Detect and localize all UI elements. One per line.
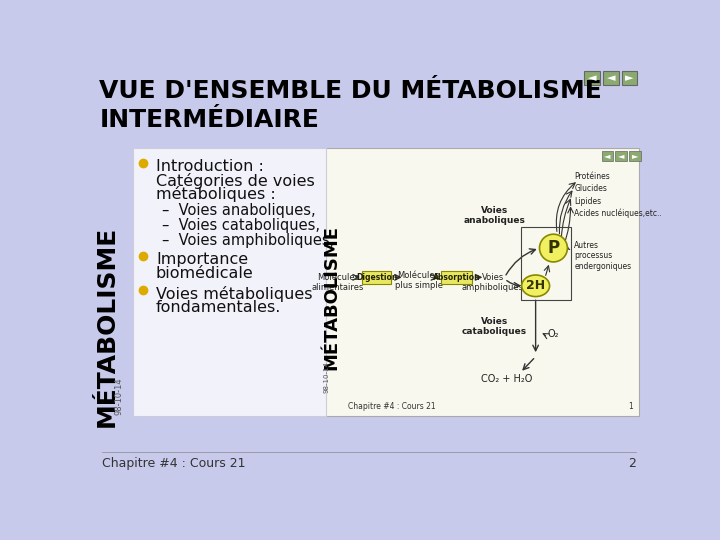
Text: Importance: Importance: [156, 252, 248, 267]
Text: 2H: 2H: [526, 279, 545, 292]
Text: Glucides: Glucides: [575, 184, 607, 193]
Text: 1: 1: [628, 402, 632, 411]
Text: Voies métaboliques: Voies métaboliques: [156, 286, 312, 302]
Text: INTERMÉDIAIRE: INTERMÉDIAIRE: [99, 108, 319, 132]
Text: Acides nucléiques,etc..: Acides nucléiques,etc..: [575, 208, 662, 218]
Text: fondamentales.: fondamentales.: [156, 300, 282, 315]
Text: Voies
cataboliques: Voies cataboliques: [462, 317, 527, 336]
FancyBboxPatch shape: [441, 271, 472, 284]
Text: Chapitre #4 : Cours 21: Chapitre #4 : Cours 21: [102, 457, 245, 470]
Text: ◄: ◄: [604, 152, 611, 160]
FancyBboxPatch shape: [132, 148, 326, 416]
Text: O₂: O₂: [547, 329, 559, 339]
Text: –  Voies cataboliques,: – Voies cataboliques,: [162, 218, 320, 233]
Text: –  Voies amphiboliques,: – Voies amphiboliques,: [162, 233, 334, 248]
Text: MÉTABOLISME: MÉTABOLISME: [322, 225, 340, 370]
FancyBboxPatch shape: [629, 151, 641, 161]
Text: –  Voies anaboliques,: – Voies anaboliques,: [162, 202, 315, 218]
Text: 2: 2: [629, 457, 636, 470]
Text: MÉTABOLISME: MÉTABOLISME: [95, 226, 119, 427]
Ellipse shape: [522, 275, 549, 296]
Text: Introduction :: Introduction :: [156, 159, 264, 174]
FancyBboxPatch shape: [621, 71, 637, 85]
Text: Autres
processus
endergoniques: Autres processus endergoniques: [575, 241, 631, 271]
Text: métaboliques :: métaboliques :: [156, 186, 276, 202]
Text: Molécules
alimentaires: Molécules alimentaires: [312, 273, 364, 293]
FancyBboxPatch shape: [616, 151, 627, 161]
Text: Chapitre #4 : Cours 21: Chapitre #4 : Cours 21: [348, 402, 436, 411]
Text: ◄: ◄: [618, 152, 624, 160]
Text: Molécules
plus simple: Molécules plus simple: [395, 271, 443, 290]
Text: ►: ►: [632, 152, 639, 160]
Text: Voies
anaboliques: Voies anaboliques: [464, 206, 526, 225]
FancyBboxPatch shape: [362, 271, 391, 284]
Circle shape: [539, 234, 567, 262]
Text: CO₂ + H₂O: CO₂ + H₂O: [481, 374, 533, 384]
Text: P: P: [547, 239, 559, 257]
Text: Protéines: Protéines: [575, 172, 610, 181]
Text: Absorption: Absorption: [433, 273, 480, 282]
Text: VUE D'ENSEMBLE DU MÉTABOLISME: VUE D'ENSEMBLE DU MÉTABOLISME: [99, 79, 602, 103]
FancyBboxPatch shape: [601, 151, 613, 161]
Text: biomédicale: biomédicale: [156, 266, 253, 281]
Text: ◄: ◄: [606, 73, 615, 83]
FancyBboxPatch shape: [603, 71, 618, 85]
Text: 98-10-14: 98-10-14: [323, 361, 329, 393]
Text: 98-10-14: 98-10-14: [115, 377, 124, 415]
Text: Catégories de voies: Catégories de voies: [156, 173, 315, 188]
Text: Digestion: Digestion: [356, 273, 397, 282]
FancyBboxPatch shape: [585, 71, 600, 85]
Text: ◄: ◄: [588, 73, 596, 83]
Text: ►: ►: [625, 73, 634, 83]
Text: Lipides: Lipides: [575, 197, 601, 206]
FancyBboxPatch shape: [317, 148, 639, 416]
Text: Voies
amphiboliques: Voies amphiboliques: [462, 273, 524, 293]
